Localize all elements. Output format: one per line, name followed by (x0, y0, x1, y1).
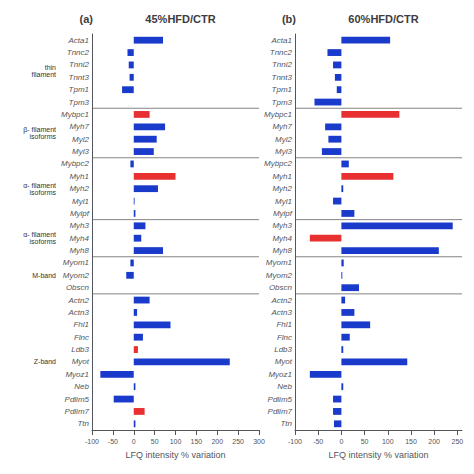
svg-text:Ttn: Ttn (77, 419, 89, 428)
svg-text:Myh8: Myh8 (272, 246, 292, 255)
svg-text:250: 250 (452, 438, 464, 445)
svg-text:Mybpc1: Mybpc1 (61, 110, 89, 119)
svg-text:Obscn: Obscn (269, 283, 293, 292)
svg-text:0: 0 (339, 438, 343, 445)
svg-text:Pdlim5: Pdlim5 (65, 395, 90, 404)
svg-text:Ttn: Ttn (280, 419, 292, 428)
svg-text:45%HFD/CTR: 45%HFD/CTR (145, 13, 215, 25)
svg-text:Tpm1: Tpm1 (272, 85, 292, 94)
svg-text:(b): (b) (282, 13, 296, 25)
svg-text:Tpm3: Tpm3 (272, 98, 293, 107)
svg-text:β- filament: β- filament (23, 126, 56, 133)
svg-text:Myh1: Myh1 (69, 172, 89, 181)
svg-text:Mybpc1: Mybpc1 (264, 110, 292, 119)
svg-text:Myoz1: Myoz1 (268, 370, 292, 379)
svg-text:Obscn: Obscn (66, 283, 90, 292)
svg-text:Acta1: Acta1 (68, 36, 89, 45)
svg-text:Myh3: Myh3 (272, 221, 292, 230)
svg-text:Myh2: Myh2 (69, 184, 89, 193)
svg-text:Mybpc2: Mybpc2 (61, 159, 90, 168)
svg-text:200: 200 (428, 438, 440, 445)
svg-text:-50: -50 (108, 438, 118, 445)
svg-text:Ldb3: Ldb3 (274, 345, 292, 354)
svg-text:Acta1: Acta1 (271, 36, 292, 45)
svg-text:α- filament: α- filament (23, 231, 56, 238)
svg-text:300: 300 (253, 438, 265, 445)
svg-text:Pdlim7: Pdlim7 (268, 407, 293, 416)
svg-text:Myh2: Myh2 (272, 184, 292, 193)
svg-text:Pdlim7: Pdlim7 (65, 407, 90, 416)
svg-text:Neb: Neb (277, 382, 292, 391)
svg-text:Myot: Myot (275, 357, 293, 366)
svg-text:Myom2: Myom2 (63, 271, 90, 280)
svg-text:(a): (a) (80, 13, 94, 25)
svg-text:-100: -100 (85, 438, 99, 445)
svg-text:-50: -50 (313, 438, 323, 445)
svg-text:Myh4: Myh4 (69, 234, 89, 243)
svg-text:60%HFD/CTR: 60%HFD/CTR (348, 13, 418, 25)
svg-text:Myom1: Myom1 (63, 258, 89, 267)
svg-text:Myom2: Myom2 (266, 271, 293, 280)
svg-text:150: 150 (191, 438, 203, 445)
svg-text:Mylpf: Mylpf (70, 209, 90, 218)
svg-text:Myl1: Myl1 (275, 197, 292, 206)
svg-text:Myh7: Myh7 (69, 122, 89, 131)
svg-text:Tnnt3: Tnnt3 (69, 73, 90, 82)
svg-text:Myl3: Myl3 (72, 147, 89, 156)
svg-text:50: 50 (361, 438, 369, 445)
svg-text:α- filament: α- filament (23, 182, 56, 189)
svg-text:Myh1: Myh1 (272, 172, 292, 181)
svg-text:200: 200 (211, 438, 223, 445)
svg-text:Actn3: Actn3 (68, 308, 90, 317)
svg-text:Myoz1: Myoz1 (65, 370, 89, 379)
svg-text:M-band: M-band (32, 272, 56, 279)
svg-text:Myl2: Myl2 (72, 135, 89, 144)
svg-text:Z-band: Z-band (34, 358, 56, 365)
svg-text:LFQ intensity % variation: LFQ intensity % variation (125, 450, 225, 460)
svg-text:Tnni2: Tnni2 (272, 60, 293, 69)
svg-text:Myl3: Myl3 (275, 147, 292, 156)
svg-text:Myom1: Myom1 (266, 258, 292, 267)
svg-text:Actn3: Actn3 (271, 308, 293, 317)
svg-text:100: 100 (382, 438, 394, 445)
svg-text:Tpm1: Tpm1 (69, 85, 89, 94)
svg-text:isoforms: isoforms (30, 189, 57, 196)
svg-text:250: 250 (232, 438, 244, 445)
svg-text:Myh3: Myh3 (69, 221, 89, 230)
svg-text:Mybpc2: Mybpc2 (264, 159, 293, 168)
svg-text:50: 50 (151, 438, 159, 445)
svg-text:Myl2: Myl2 (275, 135, 292, 144)
svg-text:Fhl1: Fhl1 (276, 320, 292, 329)
svg-text:Actn2: Actn2 (271, 296, 293, 305)
svg-text:Tnnc2: Tnnc2 (270, 48, 293, 57)
svg-text:Neb: Neb (74, 382, 89, 391)
svg-text:Myh7: Myh7 (272, 122, 292, 131)
svg-text:LFQ intensity % variation: LFQ intensity % variation (328, 450, 428, 460)
svg-text:Fhl1: Fhl1 (73, 320, 89, 329)
svg-text:150: 150 (405, 438, 417, 445)
svg-text:Myl1: Myl1 (72, 197, 89, 206)
svg-text:Myh4: Myh4 (272, 234, 292, 243)
svg-text:isoforms: isoforms (30, 133, 57, 140)
svg-text:Flnc: Flnc (277, 333, 292, 342)
svg-text:filament: filament (31, 71, 56, 78)
svg-text:0: 0 (132, 438, 136, 445)
svg-text:100: 100 (170, 438, 182, 445)
svg-text:-100: -100 (288, 438, 302, 445)
svg-text:Tpm3: Tpm3 (69, 98, 90, 107)
svg-text:Pdlim5: Pdlim5 (268, 395, 293, 404)
svg-text:Myot: Myot (72, 357, 90, 366)
svg-text:Actn2: Actn2 (68, 296, 90, 305)
svg-text:thin: thin (45, 64, 56, 71)
svg-text:Ldb3: Ldb3 (71, 345, 89, 354)
svg-text:Tnnt3: Tnnt3 (272, 73, 293, 82)
svg-text:isoforms: isoforms (30, 238, 57, 245)
svg-text:Myh8: Myh8 (69, 246, 89, 255)
svg-text:Tnnc2: Tnnc2 (67, 48, 90, 57)
svg-text:Flnc: Flnc (74, 333, 89, 342)
svg-text:Tnni2: Tnni2 (69, 60, 90, 69)
svg-text:Mylpf: Mylpf (273, 209, 293, 218)
